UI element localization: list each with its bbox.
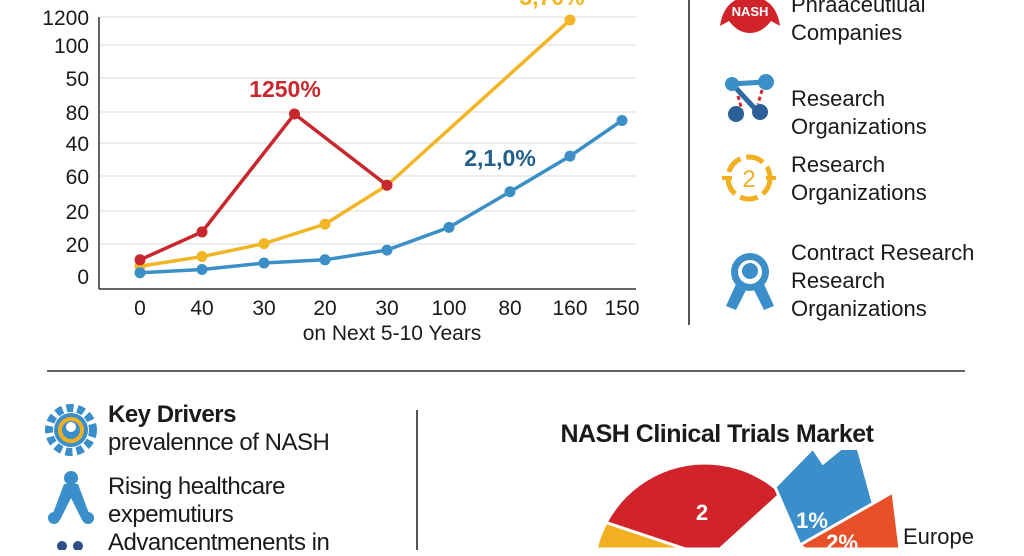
- people-icon: [57, 541, 83, 550]
- person-icon: [48, 471, 94, 524]
- horizontal-divider: [47, 370, 965, 372]
- data-point: [443, 221, 455, 233]
- nash-badge-text: NASH: [732, 4, 769, 19]
- market-pie-chart: 2 1% 2% Europe: [593, 450, 974, 550]
- gear-icon: [45, 404, 97, 456]
- x-axis-label: on Next 5-10 Years: [303, 322, 482, 345]
- y-tick-label: 100: [54, 35, 89, 58]
- item-research-2-label: Research Organizations: [791, 152, 927, 205]
- yellow-series-label: 3,70%: [519, 0, 584, 10]
- item-research-1-label: Research Organizations: [791, 86, 927, 139]
- driver-prevalence: prevalennce of NASH: [108, 429, 330, 456]
- y-tick-label: 50: [66, 68, 89, 91]
- y-tick-label: 20: [66, 234, 89, 257]
- slice-label-orange: 2%: [826, 530, 858, 550]
- item-cro-label: Contract Research Research Organizations: [791, 240, 975, 321]
- data-point: [258, 257, 270, 269]
- data-point: [134, 254, 146, 266]
- y-tick-label: 1200: [42, 7, 89, 30]
- y-tick-label: 40: [66, 133, 89, 156]
- market-title: NASH Clinical Trials Market: [560, 420, 874, 448]
- slice-label-red: 2: [696, 500, 708, 525]
- key-drivers-title: Key Drivers: [108, 401, 236, 428]
- slice-label-blue: 1%: [796, 508, 828, 533]
- vertical-divider: [688, 0, 690, 325]
- svg-text:2: 2: [742, 166, 755, 193]
- number-two-ring-icon: 2: [722, 154, 776, 202]
- data-point: [196, 264, 208, 276]
- x-tick-label: 100: [431, 297, 466, 320]
- series-line: [139, 111, 389, 262]
- red-series-label: 1250%: [249, 76, 321, 102]
- x-tick-label: 150: [604, 297, 639, 320]
- line-chart: 0 20 20 60 40 80 50 100 1200 0 40 30 20 30 100 80 160 15…: [42, 0, 639, 345]
- data-point: [196, 251, 208, 263]
- data-point: [134, 267, 146, 279]
- x-tick-label: 40: [190, 297, 213, 320]
- x-tick-label: 20: [313, 297, 336, 320]
- x-tick-label: 0: [134, 297, 146, 320]
- data-point: [289, 108, 300, 120]
- data-point: [381, 244, 393, 256]
- data-point: [196, 226, 208, 238]
- item-pharma-label: Phraaceutiual Companies: [791, 0, 926, 45]
- data-point: [319, 254, 331, 266]
- x-tick-label: 30: [375, 297, 398, 320]
- data-point: [616, 114, 628, 126]
- x-tick-label: 30: [252, 297, 275, 320]
- blue-series-label: 2,1,0%: [464, 145, 536, 171]
- pie-slice-orange: [797, 489, 902, 550]
- molecule-network-icon: [725, 74, 774, 122]
- series-line: [139, 18, 572, 269]
- x-tick-label: 160: [552, 297, 587, 320]
- data-point: [381, 179, 393, 191]
- driver-healthcare: Rising healthcare expemutiurs: [108, 473, 285, 528]
- y-tick-label: 0: [77, 266, 89, 289]
- x-tick-label: 80: [498, 297, 521, 320]
- data-point: [564, 14, 576, 26]
- award-ribbon-icon: [726, 253, 774, 310]
- data-point: [564, 150, 576, 162]
- region-label-europe: Europe: [903, 524, 974, 549]
- data-point: [319, 218, 331, 230]
- y-tick-label: 80: [66, 102, 89, 125]
- driver-advancements: Advancentmenents in: [108, 529, 330, 556]
- data-point: [258, 238, 270, 250]
- vertical-divider-bottom: [416, 410, 418, 550]
- nash-badge-icon: NASH: [720, 0, 780, 33]
- y-tick-label: 20: [66, 201, 89, 224]
- pie-slice-red: [603, 461, 784, 550]
- data-point: [504, 186, 516, 198]
- y-tick-label: 60: [66, 166, 89, 189]
